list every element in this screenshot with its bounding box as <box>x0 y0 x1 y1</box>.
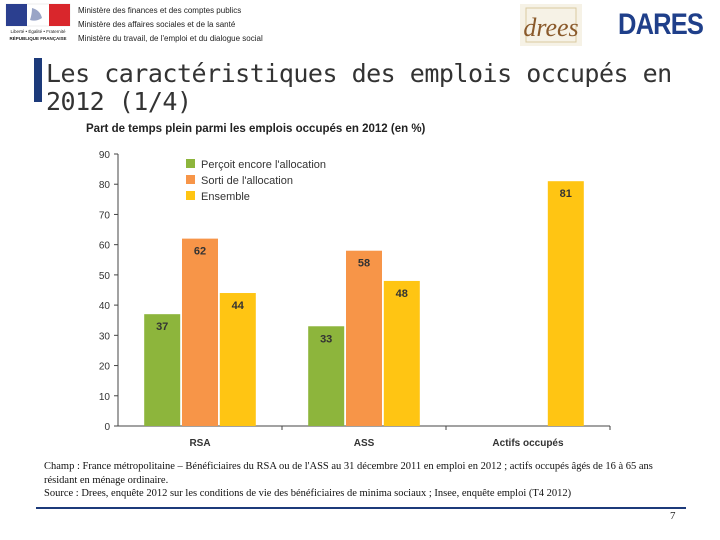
chart-title: Part de temps plein parmi les emplois oc… <box>86 123 426 135</box>
data-label: 48 <box>396 288 408 300</box>
footer-divider <box>36 507 686 509</box>
ministry-finances: Ministère des finances et des comptes pu… <box>78 6 242 15</box>
y-tick-label: 40 <box>99 301 111 312</box>
republique-francaise-logo: Liberté • Égalité • Fraternité RÉPUBLIQU… <box>5 3 71 41</box>
chart-legend: Perçoit encore l'allocation Sorti de l'al… <box>178 152 368 206</box>
title-accent-bar <box>34 58 42 102</box>
data-label: 62 <box>194 246 206 258</box>
legend-swatch <box>186 175 195 184</box>
data-label: 81 <box>560 188 572 200</box>
chart-notes: Champ : France métropolitaine – Bénéfici… <box>44 460 684 501</box>
bar-chart: Part de temps plein parmi les emplois oc… <box>86 123 611 449</box>
drees-logo: drees <box>520 4 582 46</box>
y-tick-label: 50 <box>99 271 111 282</box>
legend-swatch <box>186 159 195 168</box>
legend-swatch <box>186 191 195 200</box>
data-label: 33 <box>320 333 332 345</box>
bar-2 <box>182 238 218 426</box>
legend-label: Perçoit encore l'allocation <box>201 159 326 171</box>
chart-axes: 0 10 20 30 40 50 60 70 80 90 RSA ASS Actifs occupés <box>99 150 611 449</box>
page-number: 7 <box>670 510 676 522</box>
source-note: Source : Drees, enquête 2012 sur les con… <box>44 488 572 499</box>
slide-title: Les caractéristiques des emplois occupés… <box>46 59 672 116</box>
y-tick-label: 60 <box>99 241 111 252</box>
y-tick-label: 0 <box>104 422 110 433</box>
republic-name: RÉPUBLIQUE FRANÇAISE <box>9 34 66 41</box>
y-tick-label: 70 <box>99 210 111 221</box>
x-tick-label: ASS <box>354 438 375 449</box>
bar-1 <box>144 314 181 426</box>
champ-note: Champ : France métropolitaine – Bénéfici… <box>44 461 653 486</box>
republic-motto: Liberté • Égalité • Fraternité <box>11 28 66 34</box>
ministry-travail: Ministère du travail, de l'emploi et du … <box>78 34 263 43</box>
bar-2 <box>346 250 382 426</box>
legend-label: Ensemble <box>201 191 250 203</box>
x-tick-label: RSA <box>189 438 210 449</box>
bar-3 <box>547 181 584 426</box>
y-tick-label: 80 <box>99 180 111 191</box>
bar-3 <box>219 293 256 426</box>
data-label: 58 <box>358 258 370 270</box>
dares-logo: DARES <box>618 8 704 41</box>
y-tick-label: 10 <box>99 392 111 403</box>
drees-logo-text: drees <box>523 13 578 42</box>
y-tick-label: 30 <box>99 331 111 342</box>
chart-bars: 37 62 44 33 58 48 81 <box>144 181 584 426</box>
data-label: 37 <box>156 321 168 333</box>
ministries-list: Ministère des finances et des comptes pu… <box>78 4 263 46</box>
data-label: 44 <box>232 300 245 312</box>
bar-3 <box>383 280 420 426</box>
y-tick-label: 20 <box>99 362 111 373</box>
x-tick-label: Actifs occupés <box>492 438 564 449</box>
ministry-affaires-sociales: Ministère des affaires sociales et de la… <box>78 20 236 29</box>
bar-1 <box>308 326 345 426</box>
legend-background <box>178 152 368 206</box>
header: Liberté • Égalité • Fraternité RÉPUBLIQU… <box>0 0 720 50</box>
legend-label: Sorti de l'allocation <box>201 175 293 187</box>
y-tick-label: 90 <box>99 150 111 161</box>
